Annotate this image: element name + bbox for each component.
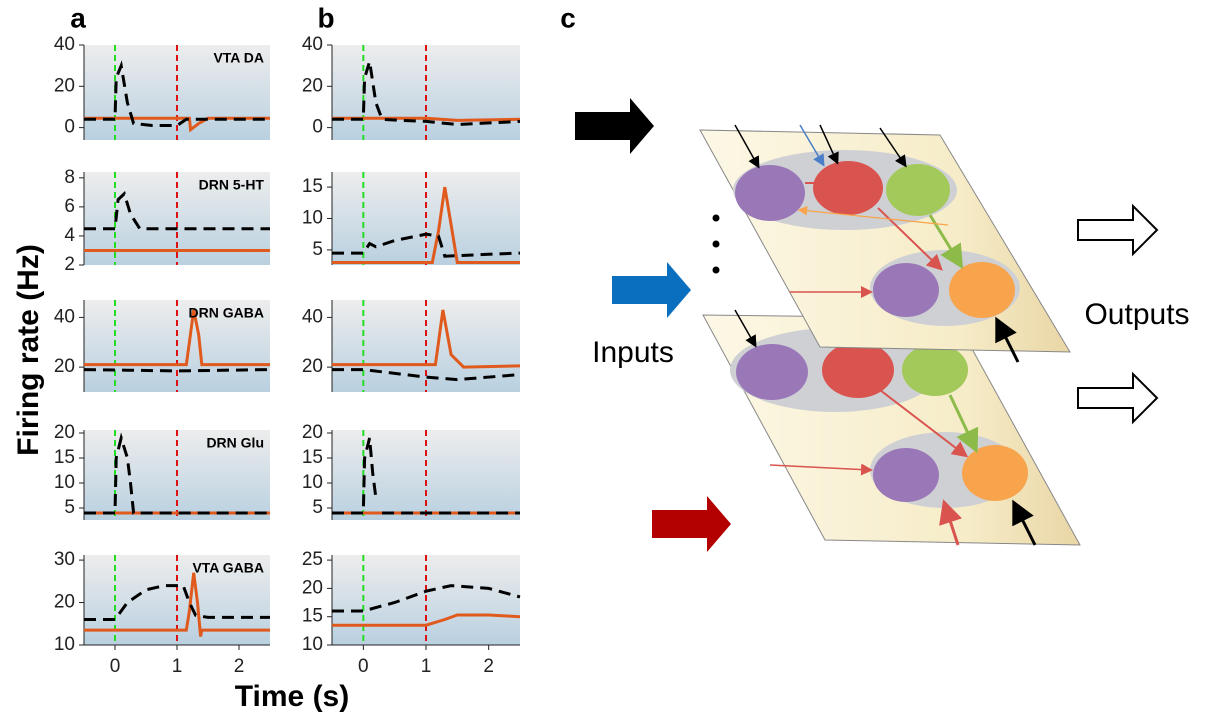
y-tick-label: 10 — [302, 634, 323, 655]
subplot: 2 4 6 8 DRN 5-HT — [64, 167, 270, 275]
subplot-title: VTA DA — [213, 50, 264, 66]
subplot-title: DRN Glu — [206, 435, 264, 451]
subplot-title: VTA GABA — [192, 560, 264, 576]
y-tick-label: 10 — [302, 472, 323, 493]
x-tick-label: 2 — [234, 656, 245, 677]
y-tick-label: 20 — [302, 356, 323, 377]
subplot: 10 20 30 0 1 2 VTA GABA — [54, 549, 270, 677]
y-tick-label: 20 — [54, 356, 75, 377]
series-line — [332, 309, 521, 369]
series-line — [83, 368, 271, 373]
y-axis-label: Firing rate (Hz) — [12, 244, 45, 456]
inputs-label: Inputs — [592, 336, 674, 369]
panel-label: a — [70, 2, 86, 33]
x-tick-label: 0 — [358, 656, 369, 677]
series-line — [84, 584, 270, 621]
subplot: 5 10 15 20 DRN Glu — [54, 422, 270, 520]
y-tick-label: 0 — [64, 117, 75, 138]
series-line — [332, 368, 521, 382]
input-arrow — [612, 262, 691, 318]
y-tick-label: 4 — [64, 225, 75, 246]
subplot: 0 20 40 — [302, 34, 521, 140]
series-line — [332, 584, 521, 613]
y-tick-label: 6 — [64, 196, 75, 217]
y-tick-label: 10 — [54, 472, 75, 493]
subplot-title: DRN 5-HT — [199, 177, 265, 193]
dot — [712, 266, 720, 274]
series-line — [84, 60, 270, 127]
x-tick-label: 0 — [110, 656, 121, 677]
series-line — [332, 186, 520, 264]
series-line — [84, 191, 270, 231]
panel-label: b — [317, 2, 334, 33]
y-tick-label: 20 — [302, 422, 323, 443]
series-line — [332, 61, 521, 127]
layer — [702, 309, 1081, 546]
subplot-title: DRN GABA — [189, 305, 264, 321]
subplot: 0 20 40 VTA DA — [54, 34, 270, 140]
y-tick-label: 0 — [312, 117, 323, 138]
y-tick-label: 25 — [302, 549, 323, 570]
subplot: 20 40 DRN GABA — [54, 300, 271, 392]
panel-label: c — [560, 2, 576, 33]
output-arrow — [1077, 371, 1159, 425]
series-line — [84, 432, 270, 515]
outputs-label: Outputs — [1084, 298, 1189, 331]
layer — [699, 124, 1071, 363]
y-tick-label: 5 — [312, 497, 323, 518]
y-tick-label: 15 — [302, 447, 323, 468]
y-tick-label: 15 — [302, 176, 323, 197]
y-tick-label: 20 — [302, 577, 323, 598]
y-tick-label: 15 — [54, 447, 75, 468]
y-tick-label: 40 — [54, 306, 75, 327]
y-tick-label: 2 — [64, 254, 75, 275]
y-tick-label: 15 — [302, 606, 323, 627]
subplot: 10 15 20 25 0 1 2 — [302, 549, 521, 677]
series-line — [84, 309, 270, 367]
y-tick-label: 20 — [54, 592, 75, 613]
y-tick-label: 20 — [54, 422, 75, 443]
y-tick-label: 10 — [54, 634, 75, 655]
series-line — [332, 613, 521, 627]
series-line — [332, 437, 520, 515]
y-tick-label: 30 — [54, 549, 75, 570]
y-tick-label: 20 — [302, 75, 323, 96]
subplot: 5 10 15 — [302, 172, 521, 265]
series-line — [332, 232, 521, 258]
x-tick-label: 1 — [172, 656, 183, 677]
dot — [712, 240, 720, 248]
y-tick-label: 40 — [302, 34, 323, 55]
input-arrow — [575, 98, 654, 154]
y-tick-label: 5 — [64, 497, 75, 518]
y-tick-label: 5 — [312, 239, 323, 260]
dot — [712, 214, 720, 222]
subplot: 5 10 15 20 — [302, 422, 520, 520]
x-tick-label: 1 — [421, 656, 432, 677]
y-tick-label: 8 — [64, 167, 75, 188]
output-arrow — [1077, 203, 1159, 257]
y-tick-label: 40 — [302, 306, 323, 327]
input-arrow — [652, 496, 731, 552]
series-line — [84, 572, 270, 637]
diagram: Inputs Outputs — [575, 98, 1190, 552]
y-tick-label: 40 — [54, 34, 75, 55]
x-axis-label: Time (s) — [235, 680, 349, 713]
y-tick-label: 20 — [54, 75, 75, 96]
x-tick-label: 2 — [483, 656, 494, 677]
series-line — [332, 116, 521, 122]
y-tick-label: 10 — [302, 208, 323, 229]
